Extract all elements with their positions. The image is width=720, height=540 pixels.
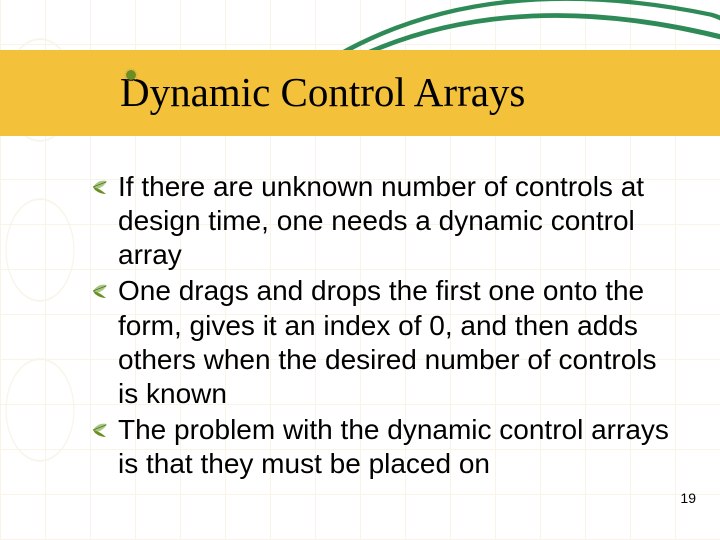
leaf-bullet-icon (90, 419, 112, 441)
content-area: If there are unknown number of controls … (90, 170, 680, 483)
list-item: The problem with the dynamic control arr… (90, 413, 680, 481)
list-item: If there are unknown number of controls … (90, 170, 680, 272)
leaf-bullet-icon (90, 280, 112, 302)
bullet-text: One drags and drops the first one onto t… (118, 274, 680, 411)
bullet-text: The problem with the dynamic control arr… (118, 413, 680, 481)
title-bullet-icon (124, 68, 138, 82)
page-number: 19 (680, 490, 696, 506)
leaf-bullet-icon (90, 176, 112, 198)
title-band: Dynamic Control Arrays (0, 50, 720, 136)
slide-title: Dynamic Control Arrays (120, 68, 720, 116)
list-item: One drags and drops the first one onto t… (90, 274, 680, 411)
bullet-text: If there are unknown number of controls … (118, 170, 680, 272)
